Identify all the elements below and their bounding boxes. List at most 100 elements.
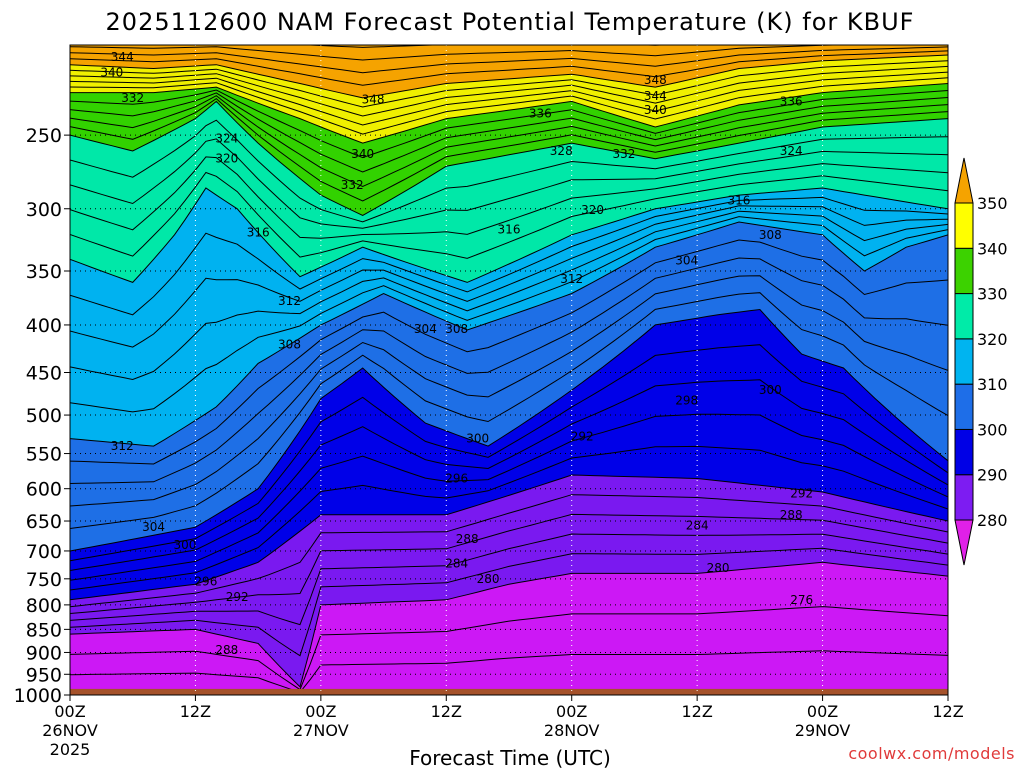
contour-label: 308 (445, 322, 468, 336)
isentrope-line (70, 308, 948, 552)
y-tick-label: 700 (26, 541, 62, 563)
y-tick-label: 750 (26, 569, 62, 591)
isentrope-line (70, 196, 948, 316)
contour-label: 332 (121, 91, 144, 105)
colorbar-label: 320 (977, 330, 1008, 349)
credit-text: coolwx.com/models (848, 744, 1015, 763)
contour-label: 332 (341, 178, 364, 192)
contour-label: 280 (477, 572, 500, 586)
x-tick-label: 00Z (556, 702, 587, 721)
y-tick-label: 650 (26, 511, 62, 533)
contour-label: 316 (727, 194, 750, 208)
contour-label: 300 (174, 538, 197, 552)
x-tick-date: 29NOV (795, 721, 851, 740)
isentrope-line (70, 210, 948, 381)
contour-label: 284 (445, 556, 468, 570)
isentrope-line (70, 561, 948, 688)
isentrope-line (70, 60, 948, 108)
y-tick-label: 500 (26, 405, 62, 427)
contour-label: 296 (445, 471, 468, 485)
contour-label: 300 (466, 432, 489, 446)
y-tick-label: 550 (26, 444, 62, 466)
colorbar-label: 350 (977, 194, 1008, 213)
isentrope-line (70, 171, 948, 259)
isentrope-line (70, 92, 948, 173)
contour-label: 296 (194, 574, 217, 588)
isentrope-line (70, 239, 948, 465)
contour-label: 320 (581, 203, 604, 217)
x-tick-date: 28NOV (544, 721, 600, 740)
isentrope-line (70, 119, 948, 223)
colorbar-below-arrow (954, 519, 974, 566)
isentrope-line (70, 77, 948, 135)
isentrope-line (70, 54, 948, 99)
isentrope-line (70, 83, 948, 144)
band-0 (70, 562, 948, 695)
y-tick-label: 1000 (14, 685, 62, 707)
contour-label: 348 (362, 93, 385, 107)
contour-label: 340 (100, 65, 123, 79)
y-tick-label: 450 (26, 363, 62, 385)
colorbar-label: 300 (977, 420, 1008, 439)
contour-label: 304 (142, 520, 165, 534)
isentrope-line (70, 65, 948, 117)
contour-label: 336 (529, 107, 552, 121)
isentrope-line (70, 413, 948, 581)
isentrope-line (70, 221, 948, 447)
contour-label: 340 (351, 147, 374, 161)
x-tick-label: 12Z (681, 702, 712, 721)
colorbar-label: 290 (977, 466, 1008, 485)
colorbar-legend: 280 290 300 310 320 330 340 350 (954, 157, 1008, 566)
contour-label: 332 (613, 147, 636, 161)
contour-label: 276 (790, 593, 813, 607)
isentrope-line (70, 205, 948, 348)
colorbar-label: 330 (977, 285, 1008, 304)
contour-label: 324 (780, 144, 803, 158)
y-tick-label: 400 (26, 315, 62, 337)
x-tick-label: 12Z (431, 702, 462, 721)
isentrope-line (70, 292, 948, 529)
colorbar-label: 280 (977, 511, 1008, 530)
contour-label: 336 (780, 94, 803, 108)
isentrope-line (70, 494, 948, 608)
y-tick-label: 950 (26, 664, 62, 686)
contour-label: 328 (550, 144, 573, 158)
colorbar-swatch (954, 428, 974, 476)
contour-label: 316 (498, 223, 521, 237)
contour-label: 284 (686, 518, 709, 532)
contour-label: 298 (675, 393, 698, 407)
contour-label: 292 (571, 429, 594, 443)
isentrope-line (70, 50, 948, 86)
temperature-bands (70, 45, 948, 695)
isentrope-line (70, 216, 948, 413)
isentrope-line (70, 45, 860, 61)
colorbar-swatch (954, 247, 974, 295)
isentrope-line (70, 187, 948, 283)
contour-label: 308 (759, 228, 782, 242)
x-tick-year: 2025 (50, 740, 91, 759)
colorbar-swatch (954, 202, 974, 249)
isentrope-line (70, 379, 948, 571)
chart-title: 2025112600 NAM Forecast Potential Temper… (106, 8, 915, 36)
isentrope-line (70, 89, 948, 159)
colorbar-swatch (954, 474, 974, 521)
contour-label: 348 (644, 73, 667, 87)
isentrope-line (70, 97, 948, 202)
isentrope-contours (70, 45, 948, 693)
x-tick-label: 00Z (305, 702, 336, 721)
y-tick-label: 350 (26, 261, 62, 283)
y-tick-label: 600 (26, 479, 62, 501)
y-tick-label: 800 (26, 595, 62, 617)
isentrope-line (70, 547, 948, 657)
contour-label: 308 (278, 338, 301, 352)
colorbar-label: 310 (977, 375, 1008, 394)
isentrope-line (70, 445, 948, 591)
contour-label: 292 (226, 590, 249, 604)
contour-label: 288 (215, 643, 238, 657)
isentrope-line (70, 156, 948, 239)
isentrope-line (70, 650, 948, 693)
contour-label: 292 (790, 486, 813, 500)
contour-label: 324 (215, 131, 238, 145)
